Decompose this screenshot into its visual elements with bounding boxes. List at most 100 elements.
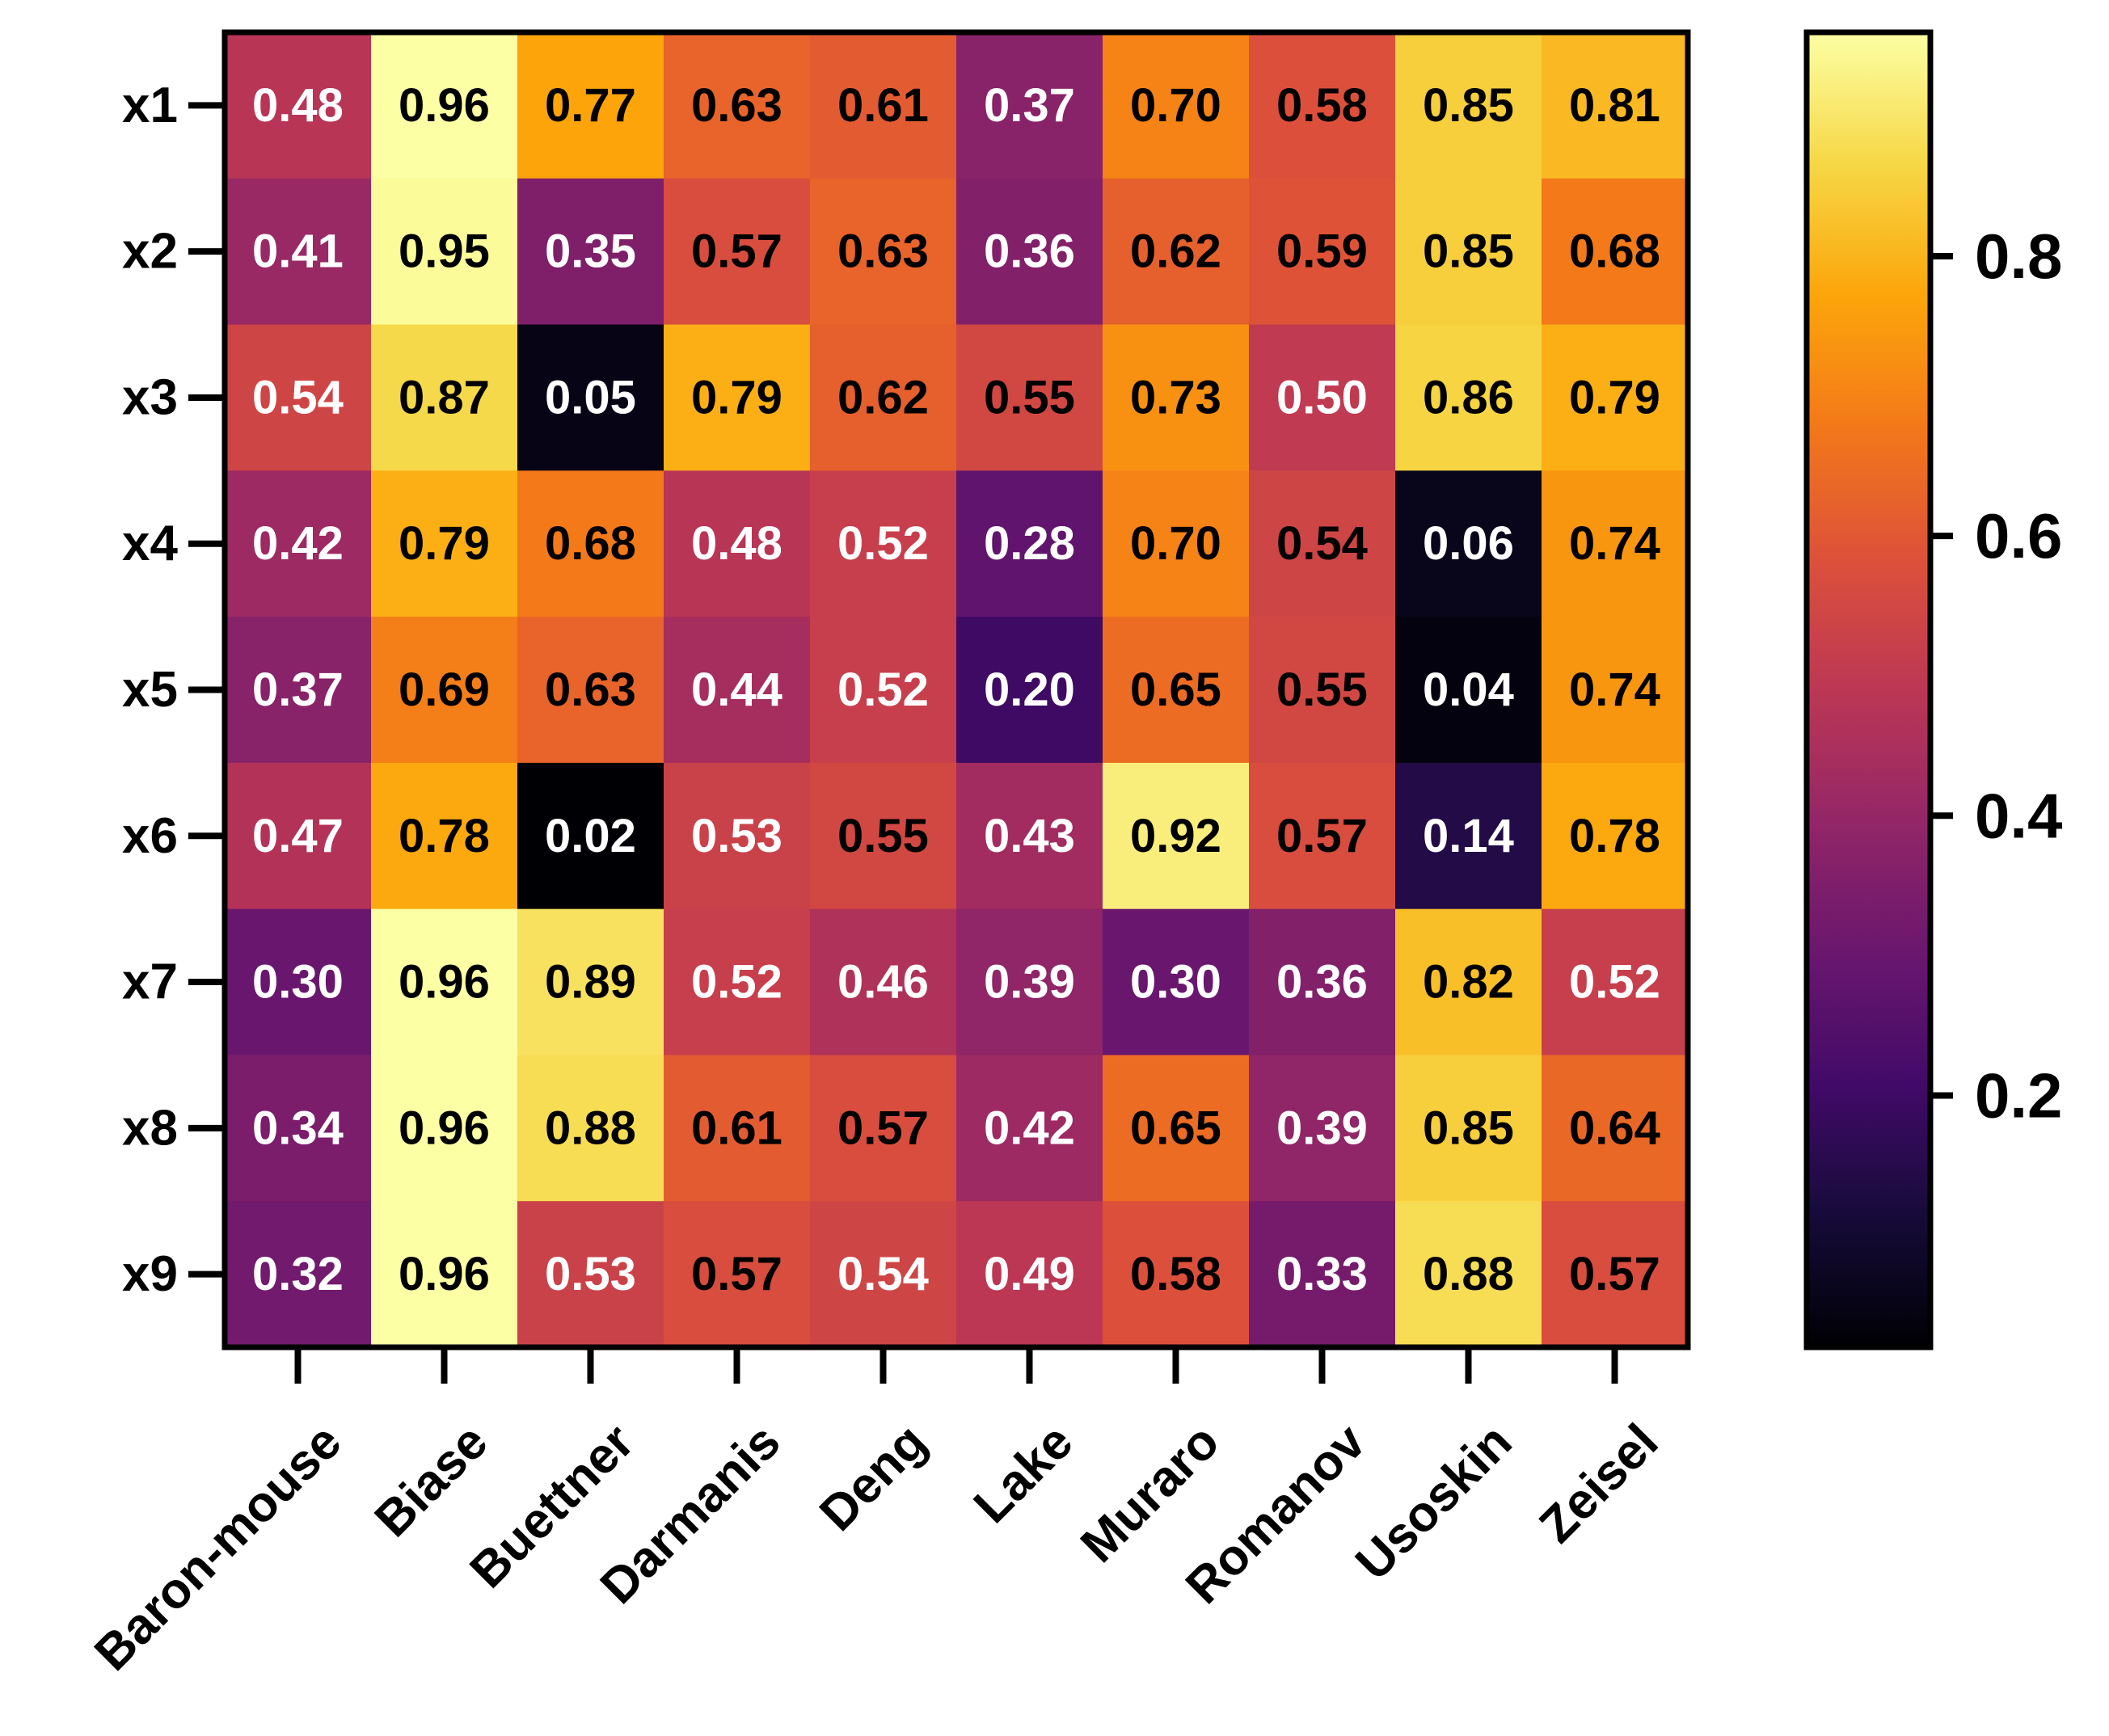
cell-value-label: 0.46 xyxy=(837,956,929,1009)
cell-value-label: 0.57 xyxy=(1276,810,1368,862)
heatmap-cell xyxy=(1542,617,1689,764)
cell-value-label: 0.36 xyxy=(984,225,1075,278)
heatmap-cell xyxy=(1249,1055,1396,1203)
heatmap-cell xyxy=(517,908,664,1056)
cell-value-label: 0.96 xyxy=(399,956,490,1009)
heatmap-cell xyxy=(1249,762,1396,910)
heatmap-cell xyxy=(1103,324,1250,472)
heatmap-cell xyxy=(1395,1201,1542,1348)
heatmap-cell xyxy=(956,470,1103,617)
cell-value-label: 0.39 xyxy=(1276,1102,1368,1154)
heatmap-cell xyxy=(1542,762,1689,910)
heatmap-cell xyxy=(956,617,1103,764)
cell-value-label: 0.57 xyxy=(1569,1248,1660,1300)
x-tick-label: Baron-mouse xyxy=(84,1414,352,1681)
cell-value-label: 0.06 xyxy=(1423,517,1514,570)
x-tick-label: Biase xyxy=(365,1414,499,1548)
heatmap-cell xyxy=(956,908,1103,1056)
heatmap-cell xyxy=(664,908,811,1056)
cell-value-label: 0.62 xyxy=(1130,225,1221,278)
heatmap-cell xyxy=(956,1201,1103,1348)
cell-value-label: 0.52 xyxy=(837,517,929,570)
heatmap-cell xyxy=(1103,908,1250,1056)
heatmap-cell xyxy=(517,617,664,764)
heatmap-cell xyxy=(1542,908,1689,1056)
heatmap-cell xyxy=(810,617,957,764)
cell-value-label: 0.55 xyxy=(1276,664,1368,716)
cell-value-label: 0.02 xyxy=(545,810,636,862)
cell-value-label: 0.77 xyxy=(545,79,636,132)
cell-value-label: 0.42 xyxy=(984,1102,1075,1154)
heatmap-cell xyxy=(371,762,518,910)
colorbar-tick-label: 0.2 xyxy=(1975,1060,2062,1131)
heatmap-cell xyxy=(1103,1201,1250,1348)
heatmap-cell xyxy=(810,324,957,472)
heatmap-cell xyxy=(1103,470,1250,617)
heatmap-cell xyxy=(517,470,664,617)
cell-value-label: 0.33 xyxy=(1276,1248,1368,1300)
heatmap-cell xyxy=(517,324,664,472)
heatmap-cell xyxy=(1103,32,1250,179)
cell-value-label: 0.37 xyxy=(252,664,344,716)
cell-value-label: 0.63 xyxy=(691,79,782,132)
heatmap-cell xyxy=(664,1201,811,1348)
heatmap-cell xyxy=(371,1201,518,1348)
heatmap-cell xyxy=(1249,617,1396,764)
cell-value-label: 0.79 xyxy=(691,371,782,423)
cell-value-label: 0.34 xyxy=(252,1102,344,1154)
cell-value-label: 0.64 xyxy=(1569,1102,1660,1154)
heatmap-cell xyxy=(371,32,518,179)
cell-value-label: 0.41 xyxy=(252,225,344,278)
cell-value-label: 0.30 xyxy=(1130,956,1221,1009)
cell-value-label: 0.68 xyxy=(1569,225,1660,278)
heatmap-cell xyxy=(1395,178,1542,326)
cell-value-label: 0.47 xyxy=(252,810,344,862)
cell-value-label: 0.70 xyxy=(1130,517,1221,570)
cell-value-label: 0.86 xyxy=(1423,371,1514,423)
cell-value-label: 0.49 xyxy=(984,1248,1075,1300)
cell-value-label: 0.48 xyxy=(252,79,344,132)
heatmap-cell xyxy=(517,1055,664,1203)
cell-value-label: 0.81 xyxy=(1569,79,1660,132)
heatmap-cell xyxy=(225,762,372,910)
cell-value-label: 0.74 xyxy=(1569,517,1660,570)
cell-value-label: 0.65 xyxy=(1130,1102,1221,1154)
colorbar: 0.2 0.4 0.6 0.8 xyxy=(1803,29,2062,1350)
heatmap-cell xyxy=(1103,617,1250,764)
heatmap-cell xyxy=(810,908,957,1056)
cell-value-label: 0.57 xyxy=(691,225,782,278)
cell-value-label: 0.96 xyxy=(399,1248,490,1300)
cell-value-label: 0.43 xyxy=(984,810,1075,862)
cell-value-label: 0.61 xyxy=(837,79,929,132)
cell-value-label: 0.63 xyxy=(837,225,929,278)
heatmap-cell xyxy=(1395,470,1542,617)
colorbar-tick-label: 0.6 xyxy=(1975,500,2062,571)
heatmap-cell xyxy=(371,178,518,326)
heatmap-cell xyxy=(371,324,518,472)
y-tick-label: x6 xyxy=(122,808,178,864)
heatmap-cell xyxy=(1249,178,1396,326)
heatmap-cell xyxy=(810,32,957,179)
y-tick-label: x8 xyxy=(122,1100,178,1156)
heatmap-cell xyxy=(664,32,811,179)
heatmap-cell xyxy=(1249,32,1396,179)
cell-value-label: 0.57 xyxy=(691,1248,782,1300)
heatmap-cell xyxy=(1395,617,1542,764)
heatmap-cell xyxy=(810,762,957,910)
cell-value-label: 0.63 xyxy=(545,664,636,716)
heatmap-cell xyxy=(1249,908,1396,1056)
cell-value-label: 0.69 xyxy=(399,664,490,716)
heatmap-cell xyxy=(664,1055,811,1203)
heatmap-cell xyxy=(956,324,1103,472)
cell-value-label: 0.85 xyxy=(1423,225,1514,278)
cell-value-label: 0.05 xyxy=(545,371,636,423)
cell-value-label: 0.52 xyxy=(1569,956,1660,1009)
cell-value-label: 0.88 xyxy=(545,1102,636,1154)
cell-value-label: 0.88 xyxy=(1423,1248,1514,1300)
cell-value-label: 0.54 xyxy=(252,371,344,423)
heatmap-cell xyxy=(225,908,372,1056)
cell-value-label: 0.58 xyxy=(1130,1248,1221,1300)
cell-value-label: 0.59 xyxy=(1276,225,1368,278)
heatmap-cell xyxy=(664,617,811,764)
cell-value-label: 0.82 xyxy=(1423,956,1514,1009)
